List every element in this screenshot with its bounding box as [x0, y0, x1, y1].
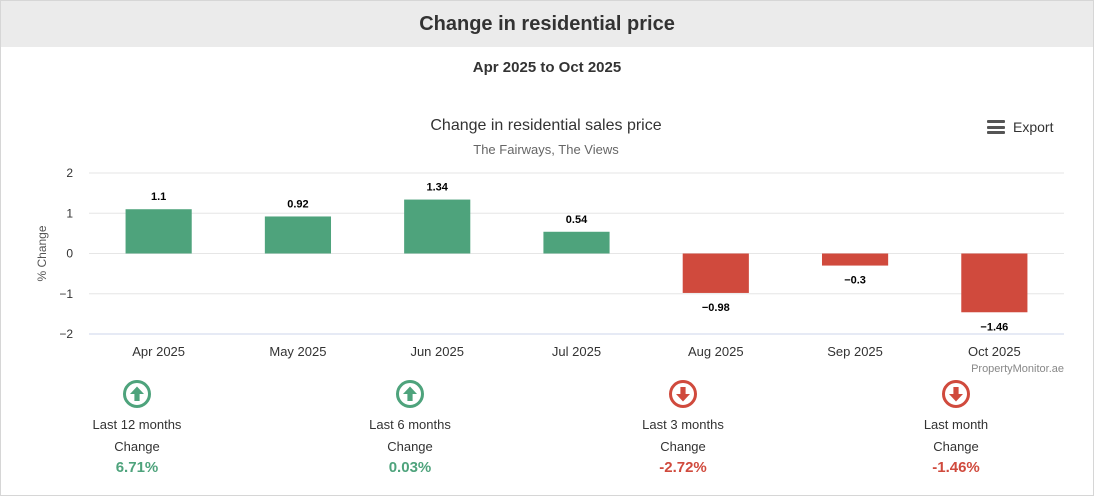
stat-last-12-months: Last 12 months Change 6.71% [57, 379, 217, 477]
chart-credit[interactable]: PropertyMonitor.ae [971, 363, 1064, 375]
arrow-up-circle-icon [123, 380, 151, 408]
x-tick-label: Jul 2025 [552, 344, 601, 359]
data-label: 1.34 [427, 182, 449, 194]
bar-oct-2025 [961, 253, 1028, 313]
card-header: Change in residential price [1, 1, 1093, 47]
arrow-down-circle-icon [669, 380, 697, 408]
stat-value: 6.71% [115, 459, 159, 476]
bar-sep-2025 [821, 253, 889, 266]
bar-jul-2025 [543, 231, 610, 254]
y-tick-label: −2 [59, 327, 73, 341]
data-label: −1.46 [980, 321, 1008, 333]
export-button[interactable]: Export [987, 119, 1053, 135]
chart-subtitle: The Fairways, The Views [473, 142, 619, 157]
data-label: 1.1 [151, 191, 166, 203]
stat-period: Last 6 months [369, 417, 451, 432]
stat-value: -2.72% [659, 459, 707, 476]
date-range-label: Apr 2025 to Oct 2025 [472, 59, 622, 76]
page-title: Change in residential price [419, 12, 675, 35]
y-tick-label: 2 [66, 166, 73, 180]
stat-period: Last month [923, 417, 989, 432]
stat-period: Last 12 months [92, 417, 182, 432]
bar-may-2025 [264, 216, 332, 254]
stat-value: -1.46% [932, 459, 980, 476]
y-tick-label: 0 [66, 247, 73, 261]
x-tick-label: May 2025 [269, 344, 326, 359]
x-tick-label: Apr 2025 [132, 344, 185, 359]
bar-chart: Change in residential sales price The Fai… [35, 117, 1064, 359]
stat-last-3-months: Last 3 months Change -2.72% [603, 379, 763, 477]
data-label: −0.98 [702, 302, 730, 314]
y-tick-label: −1 [59, 287, 73, 301]
bar-apr-2025 [125, 209, 192, 254]
stat-last-6-months: Last 6 months Change 0.03% [330, 379, 490, 477]
y-tick-label: 1 [66, 206, 73, 220]
x-tick-label: Jun 2025 [410, 344, 464, 359]
stat-label: Change [933, 439, 979, 454]
bar-aug-2025 [682, 253, 749, 293]
x-tick-label: Aug 2025 [688, 344, 744, 359]
stat-label: Change [660, 439, 706, 454]
arrow-down-circle-icon [942, 380, 970, 408]
stat-label: Change [387, 439, 433, 454]
data-label: 0.54 [566, 214, 588, 226]
stat-period: Last 3 months [642, 417, 724, 432]
stat-label: Change [114, 439, 160, 454]
arrow-up-circle-icon [396, 380, 424, 408]
x-tick-label: Oct 2025 [968, 344, 1021, 359]
x-tick-label: Sep 2025 [827, 344, 883, 359]
y-axis-label: % Change [35, 225, 49, 281]
menu-icon [987, 120, 1005, 134]
export-label: Export [1013, 119, 1054, 135]
stat-value: 0.03% [388, 459, 432, 476]
chart-title: Change in residential sales price [430, 117, 661, 134]
bar-jun-2025 [404, 199, 471, 254]
stat-last-month: Last month Change -1.46% [876, 379, 1036, 477]
data-label: 0.92 [287, 198, 308, 210]
data-label: −0.3 [844, 275, 866, 287]
